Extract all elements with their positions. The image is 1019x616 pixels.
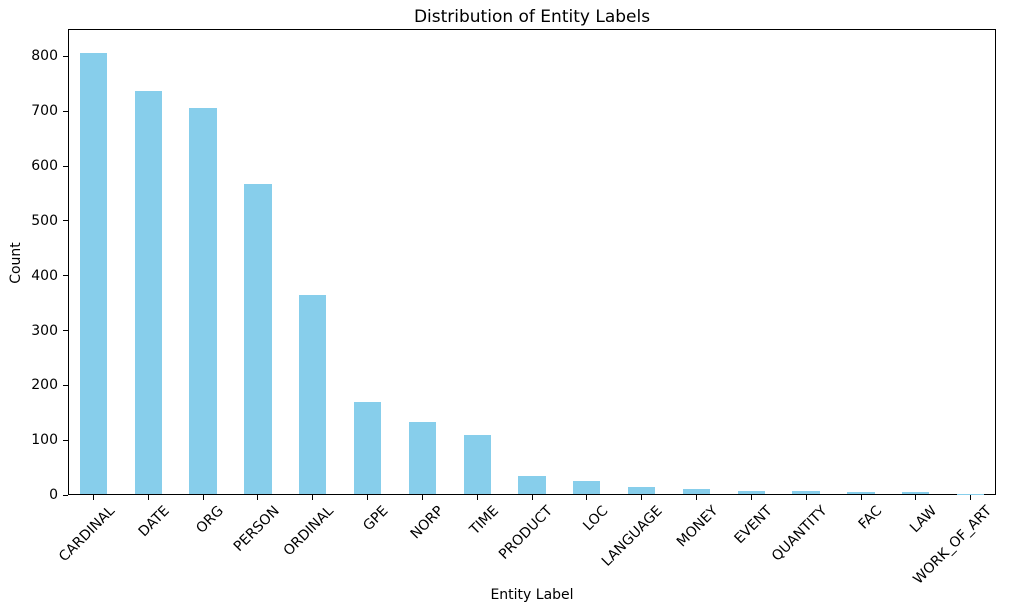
x-tick-mark <box>970 495 972 500</box>
bar-time <box>463 435 491 494</box>
x-tick-label-event: EVENT <box>731 503 776 548</box>
x-tick-label-time: TIME <box>466 503 502 539</box>
x-tick-mark <box>421 495 423 500</box>
y-tick-label: 600 <box>31 158 58 175</box>
x-tick-label-date: DATE <box>135 503 173 541</box>
x-tick-mark <box>750 495 752 500</box>
x-tick-label-quantity: QUANTITY <box>768 503 831 565</box>
y-tick-label: 500 <box>31 212 58 229</box>
x-tick-mark <box>257 495 259 500</box>
y-tick-mark <box>63 55 68 57</box>
y-tick-label: 0 <box>49 487 58 503</box>
bar-language <box>627 487 656 494</box>
bar-money <box>682 488 711 494</box>
bar-norp <box>408 422 436 494</box>
bar-quantity <box>792 490 820 494</box>
bar-loc <box>573 480 601 494</box>
y-tick-mark <box>63 494 68 496</box>
x-tick-label-law: LAW <box>907 503 941 537</box>
x-tick-label-ordinal: ORDINAL <box>280 503 338 560</box>
bar-cardinal <box>79 52 108 494</box>
bar-work-of-art <box>956 493 985 494</box>
y-tick-mark <box>63 220 68 222</box>
y-tick-mark <box>63 330 68 331</box>
y-tick-label: 700 <box>31 103 58 120</box>
x-tick-label-org: ORG <box>193 503 228 537</box>
bar-gpe <box>353 401 382 494</box>
x-tick-label-norp: NORP <box>407 503 447 543</box>
y-tick-mark <box>63 275 68 277</box>
y-tick-label: 300 <box>31 322 58 339</box>
x-tick-mark <box>367 495 368 500</box>
x-axis-label: Entity Label <box>490 587 574 603</box>
x-tick-mark <box>531 495 533 500</box>
y-tick-label: 400 <box>31 267 58 284</box>
y-tick-mark <box>63 384 68 386</box>
bar-law <box>902 492 930 494</box>
x-tick-mark <box>915 495 917 500</box>
y-tick-mark <box>63 110 68 112</box>
x-tick-label-gpe: GPE <box>360 503 392 535</box>
y-tick-label: 100 <box>31 432 58 449</box>
x-tick-label-loc: LOC <box>579 503 612 535</box>
y-tick-label: 800 <box>31 48 58 65</box>
x-tick-label-money: MONEY <box>673 503 721 551</box>
y-tick-mark <box>63 439 68 441</box>
x-tick-mark <box>147 495 149 500</box>
bar-fac <box>847 492 875 494</box>
x-tick-mark <box>696 495 697 500</box>
x-tick-label-product: PRODUCT <box>496 503 557 563</box>
plot-area <box>68 29 996 495</box>
x-tick-label-cardinal: CARDINAL <box>55 503 118 566</box>
x-tick-mark <box>586 495 588 500</box>
x-tick-mark <box>641 495 643 500</box>
bar-ordinal <box>299 295 327 494</box>
x-tick-label-fac: FAC <box>855 503 886 533</box>
bar-date <box>134 91 162 494</box>
bar-event <box>737 490 765 494</box>
bar-product <box>518 475 546 494</box>
y-tick-mark <box>63 165 68 167</box>
bar-org <box>189 108 217 494</box>
x-tick-mark <box>92 495 94 500</box>
chart-title: Distribution of Entity Labels <box>413 7 651 27</box>
x-tick-mark <box>860 495 862 500</box>
x-tick-mark <box>805 495 807 500</box>
x-tick-mark <box>202 495 204 500</box>
x-tick-mark <box>312 495 314 500</box>
x-tick-mark <box>476 495 478 500</box>
y-tick-label: 200 <box>31 377 58 394</box>
x-tick-label-person: PERSON <box>230 503 283 555</box>
bar-person <box>244 183 272 494</box>
